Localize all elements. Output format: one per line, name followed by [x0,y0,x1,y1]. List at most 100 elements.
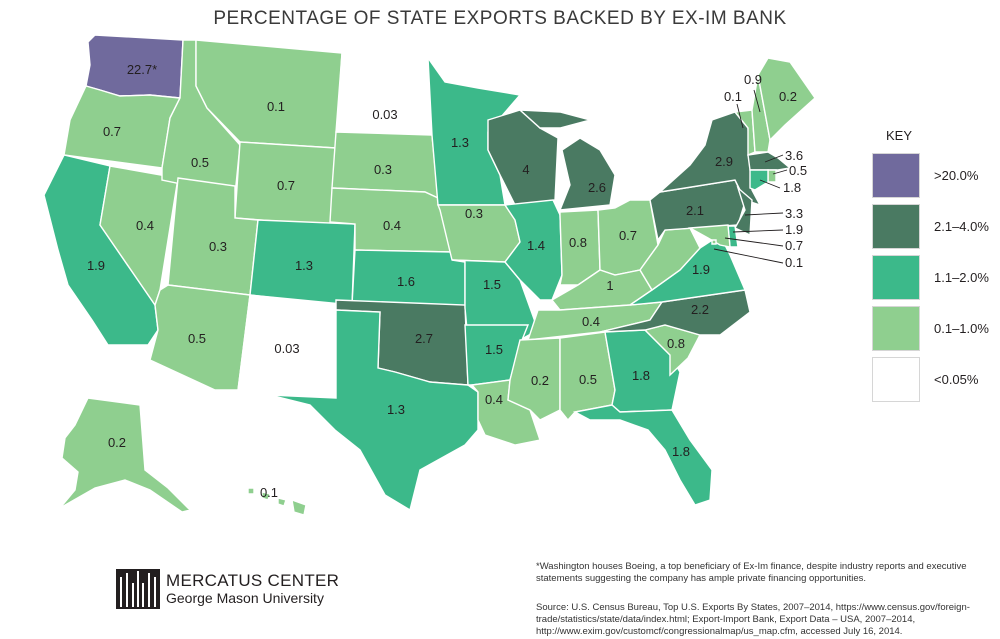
label-ND: 0.03 [372,107,397,122]
label-KY: 1 [606,278,613,293]
label-AK: 0.2 [108,435,126,450]
state-VT[interactable] [733,109,756,157]
state-IL[interactable] [503,199,563,301]
label-MS: 0.2 [531,373,549,388]
leader-RI [772,169,788,175]
label-FL: 1.8 [672,444,690,459]
legend-swatch [872,152,920,198]
label-PA: 2.1 [686,203,704,218]
state-ME[interactable] [757,57,816,142]
mercatus-logo: MERCATUS CENTER George Mason University [116,569,339,609]
label-AL: 0.5 [579,372,597,387]
state-MA[interactable] [747,151,792,171]
label-NY: 2.9 [715,154,733,169]
label-WA: 22.7* [127,62,157,77]
label-IL: 1.4 [527,238,545,253]
legend-swatch [872,305,920,351]
label-ME: 0.2 [779,89,797,104]
label-CA: 1.9 [87,258,105,273]
state-ND[interactable] [335,52,433,136]
state-TX[interactable] [269,309,479,512]
leader-DE [732,229,784,233]
label-VT: 0.1 [724,89,742,104]
leader-MA [764,154,784,163]
label-MI: 2.6 [588,180,606,195]
label-OR: 0.7 [103,124,121,139]
legend-swatch [872,356,920,402]
legend-label: 1.1–2.0% [934,269,989,285]
state-AK[interactable] [59,397,192,513]
legend-item: 1.1–2.0% [872,253,992,301]
label-DE: 1.9 [785,222,803,237]
legend: KEY >20.0% 2.1–4.0% 1.1–2.0% 0.1–1.0% <0… [872,128,992,406]
logo-university: George Mason University [166,590,324,606]
label-SC: 0.8 [667,336,685,351]
legend-item: <0.05% [872,355,992,403]
label-OK: 2.7 [415,331,433,346]
state-HI[interactable] [247,487,307,516]
leader-VT [736,103,744,129]
legend-title: KEY [886,128,913,143]
label-GA: 1.8 [632,368,650,383]
label-TX: 1.3 [387,402,405,417]
label-KS: 1.6 [397,274,415,289]
label-IA: 0.3 [465,206,483,221]
legend-swatch [872,254,920,300]
state-RI[interactable] [767,169,777,183]
state-MI[interactable] [518,109,616,211]
label-MO: 1.5 [483,277,501,292]
label-AZ: 0.5 [188,331,206,346]
leader-MD [724,237,784,247]
label-MT: 0.1 [267,99,285,114]
state-MD[interactable] [687,224,731,248]
label-NE: 0.4 [383,218,401,233]
state-WV[interactable] [639,227,701,292]
label-TN: 0.4 [582,314,600,329]
label-MA: 3.6 [785,148,803,163]
map-title: PERCENTAGE OF STATE EXPORTS BACKED BY EX… [213,8,787,29]
leader-NH [753,89,761,113]
state-NH[interactable] [751,74,771,153]
label-RI: 0.5 [789,163,807,178]
label-HI: 0.1 [260,485,278,500]
label-UT: 0.3 [209,239,227,254]
label-CO: 1.3 [295,258,313,273]
state-OR[interactable] [63,85,182,169]
label-OH: 0.7 [619,228,637,243]
footnote: *Washington houses Boeing, a top benefic… [536,561,967,584]
logo-name: MERCATUS CENTER [166,571,340,590]
leader-DC [713,248,784,264]
legend-label: <0.05% [934,371,979,387]
label-DC: 0.1 [785,255,803,270]
label-WI: 4 [522,162,529,177]
label-MN: 1.3 [451,135,469,150]
legend-swatch [872,203,920,249]
label-AR: 1.5 [485,342,503,357]
label-NM: 0.03 [274,341,299,356]
label-NC: 2.2 [691,302,709,317]
leader-NJ [744,212,784,216]
leader-CT [759,179,781,189]
label-NJ: 3.3 [785,206,803,221]
label-NH: 0.9 [744,72,762,87]
label-WY: 0.7 [277,178,295,193]
legend-label: 2.1–4.0% [934,218,989,234]
legend-item: 0.1–1.0% [872,304,992,352]
legend-item: >20.0% [872,151,992,199]
label-LA: 0.4 [485,392,503,407]
label-MD: 0.7 [785,238,803,253]
label-IN: 0.8 [569,235,587,250]
legend-label: >20.0% [934,167,979,183]
label-NV: 0.4 [136,218,154,233]
label-ID: 0.5 [191,155,209,170]
state-CT[interactable] [749,169,769,191]
legend-label: 0.1–1.0% [934,320,989,336]
label-VA: 1.9 [692,262,710,277]
legend-item: 2.1–4.0% [872,202,992,250]
source-note: Source: U.S. Census Bureau, Top U.S. Exp… [536,602,970,637]
state-DC[interactable] [711,239,717,245]
mercatus-logo-icon [116,569,160,609]
us-states-map: 22.7* 0.7 1.9 0.5 0.4 0.1 0.7 0.3 0.5 1.… [43,34,816,516]
state-FL[interactable] [572,404,713,506]
label-SD: 0.3 [374,162,392,177]
